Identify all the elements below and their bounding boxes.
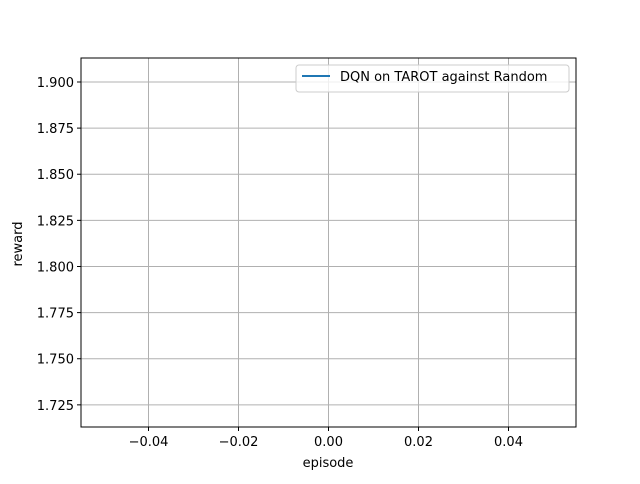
- x-tick-label: −0.02: [219, 435, 259, 450]
- legend-label-dqn: DQN on TAROT against Random: [340, 70, 547, 85]
- x-tick-label: −0.04: [129, 435, 169, 450]
- x-tick-label: 0.04: [494, 435, 523, 450]
- y-tick-label: 1.750: [37, 353, 74, 368]
- x-tick-label: 0.02: [404, 435, 433, 450]
- y-tick-label: 1.775: [37, 307, 74, 322]
- y-tick-label: 1.825: [37, 214, 74, 229]
- legend-box: [295, 64, 570, 93]
- y-tick-label: 1.875: [37, 122, 74, 137]
- y-tick-label: 1.900: [37, 76, 74, 91]
- x-tick-label: 0.00: [314, 435, 343, 450]
- y-axis-label: reward: [11, 221, 26, 266]
- y-tick-label: 1.850: [37, 168, 74, 183]
- y-tick-label: 1.800: [37, 260, 74, 275]
- legend: DQN on TAROT against Random: [295, 64, 570, 93]
- grid-lines: [81, 58, 576, 427]
- x-axis-label: episode: [303, 456, 354, 471]
- y-tick-label: 1.725: [37, 399, 74, 414]
- x-axis-ticks: −0.04 −0.02 0.00 0.02 0.04: [129, 427, 523, 450]
- y-axis-ticks: 1.725 1.750 1.775 1.800 1.825 1.850 1.875 1.900: [37, 76, 81, 414]
